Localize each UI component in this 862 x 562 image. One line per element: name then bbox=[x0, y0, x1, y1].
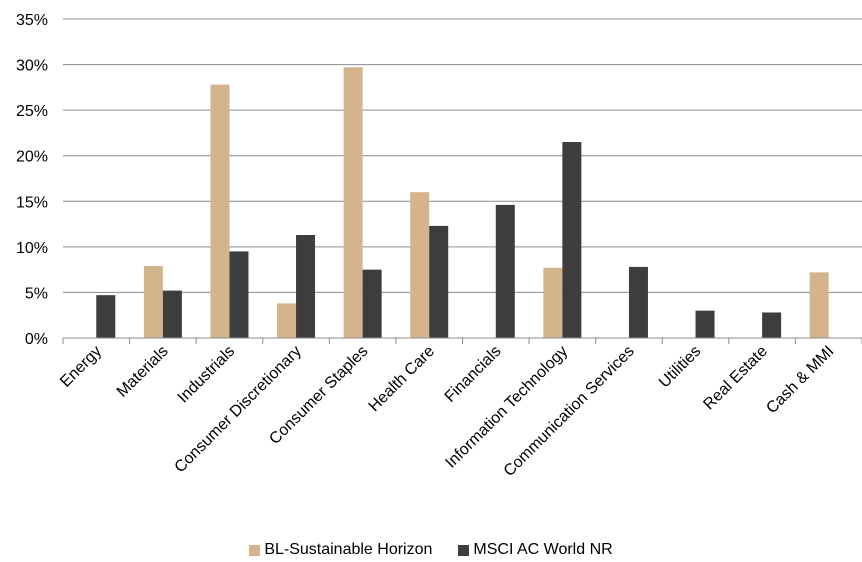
bar-series-2 bbox=[296, 235, 316, 338]
bars bbox=[96, 67, 829, 338]
bar-series-2 bbox=[695, 310, 715, 338]
legend-label-series-1: BL-Sustainable Horizon bbox=[264, 541, 433, 558]
legend-item-series-1: BL-Sustainable Horizon bbox=[249, 541, 432, 559]
y-tick-label: 30% bbox=[16, 58, 48, 75]
x-tick-label: Consumer Discretionary bbox=[172, 343, 305, 476]
bar-series-1 bbox=[143, 265, 163, 338]
x-axis bbox=[62, 337, 862, 344]
bar-series-1 bbox=[210, 84, 230, 338]
y-tick-label: 10% bbox=[16, 240, 48, 257]
bar-series-2 bbox=[162, 290, 182, 338]
x-tick-label: Health Care bbox=[366, 343, 438, 415]
x-tick-label: Utilities bbox=[656, 343, 704, 391]
legend-item-series-2: MSCI AC World NR bbox=[458, 541, 613, 559]
x-tick-label: Materials bbox=[114, 343, 172, 401]
bar-series-2 bbox=[628, 266, 648, 338]
x-tick-label: Energy bbox=[57, 343, 105, 391]
bar-series-2 bbox=[229, 251, 249, 338]
y-tick-label: 25% bbox=[16, 103, 48, 120]
bar-series-2 bbox=[562, 142, 582, 338]
sector-allocation-chart: 0%5%10%15%20%25%30%35% Energy Materials In… bbox=[16, 12, 862, 480]
y-tick-label: 35% bbox=[16, 12, 48, 29]
legend-swatch-series-2 bbox=[458, 544, 470, 556]
bar-series-2 bbox=[495, 204, 515, 338]
x-tick-label: Industrials bbox=[175, 343, 239, 407]
y-tick-label: 20% bbox=[16, 149, 48, 166]
bar-series-1 bbox=[343, 67, 363, 338]
y-tick-label: 0% bbox=[25, 331, 48, 348]
x-tick-label: Financials bbox=[442, 343, 505, 406]
legend-label-series-2: MSCI AC World NR bbox=[473, 541, 613, 558]
bar-series-2 bbox=[762, 312, 782, 338]
x-tick-label: Communication Services bbox=[501, 343, 638, 480]
bar-series-1 bbox=[277, 303, 297, 338]
bar-series-2 bbox=[362, 269, 382, 338]
y-tick-label: 15% bbox=[16, 194, 48, 211]
y-axis-tick-labels: 0% 5% 10% 15% 20% 25% 30% 35% bbox=[16, 12, 48, 348]
x-tick-label: Real Estate bbox=[700, 343, 771, 414]
x-tick-label: Cash & MMI bbox=[763, 343, 837, 417]
y-tick-label: 5% bbox=[25, 285, 48, 302]
bar-series-1 bbox=[543, 267, 563, 338]
bar-series-1 bbox=[410, 192, 430, 338]
bar-series-2 bbox=[96, 295, 116, 338]
legend-swatch-series-1 bbox=[249, 544, 261, 556]
bar-series-2 bbox=[429, 225, 449, 338]
gridlines bbox=[63, 18, 862, 339]
x-tick-label: Information Technology bbox=[442, 343, 571, 472]
bar-series-1 bbox=[809, 272, 829, 338]
legend: BL-Sustainable Horizon MSCI AC World NR bbox=[0, 538, 862, 562]
